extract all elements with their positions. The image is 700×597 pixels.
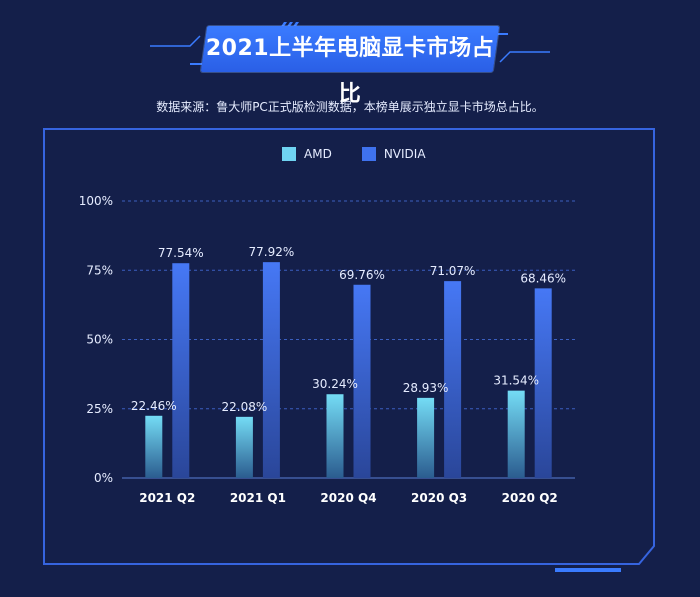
page-title: 2021上半年电脑显卡市场占比 [205, 36, 495, 107]
data-label: 71.07% [430, 264, 476, 278]
data-label: 31.54% [493, 374, 539, 388]
legend-item-amd: AMD [282, 147, 332, 161]
y-tick-label: 25% [86, 402, 113, 416]
x-tick-label: 2020 Q3 [411, 491, 467, 505]
y-tick-label: 75% [86, 263, 113, 277]
data-label: 69.76% [339, 268, 385, 282]
x-tick-label: 2020 Q4 [320, 491, 376, 505]
chart-frame [43, 128, 655, 572]
data-label: 77.54% [158, 246, 204, 260]
data-label: 22.46% [131, 399, 177, 413]
y-tick-label: 100% [79, 194, 113, 208]
bar-nvidia [262, 262, 280, 478]
bar-amd [326, 394, 344, 478]
legend-label-amd: AMD [304, 147, 332, 161]
bar-amd [507, 390, 525, 478]
data-label: 77.92% [249, 245, 295, 259]
y-tick-label: 50% [86, 333, 113, 347]
x-tick-label: 2020 Q2 [502, 491, 558, 505]
frame-accent-bar [555, 568, 621, 572]
data-label: 30.24% [312, 377, 358, 391]
bar-nvidia [444, 281, 462, 478]
data-label: 68.46% [520, 271, 566, 285]
bar-nvidia [353, 284, 371, 478]
data-label: 22.08% [222, 400, 268, 414]
bar-amd [417, 397, 435, 478]
y-tick-label: 0% [94, 471, 113, 485]
source-note: 数据来源：鲁大师PC正式版检测数据，本榜单展示独立显卡市场总占比。 [156, 100, 544, 114]
data-label: 28.93% [403, 381, 449, 395]
legend-swatch-nvidia [361, 147, 376, 161]
bar-nvidia [534, 288, 552, 478]
legend-item-nvidia: NVIDIA [361, 147, 426, 161]
legend-swatch-amd [282, 147, 296, 161]
bar-amd [145, 415, 163, 478]
bar-nvidia [172, 263, 190, 478]
chart-legend: AMD NVIDIA [282, 146, 456, 162]
title-area: 2021上半年电脑显卡市场占比 [0, 0, 700, 107]
x-tick-label: 2021 Q1 [230, 491, 286, 505]
legend-label-nvidia: NVIDIA [383, 147, 426, 161]
bar-amd [235, 416, 253, 478]
x-tick-label: 2021 Q2 [139, 491, 195, 505]
